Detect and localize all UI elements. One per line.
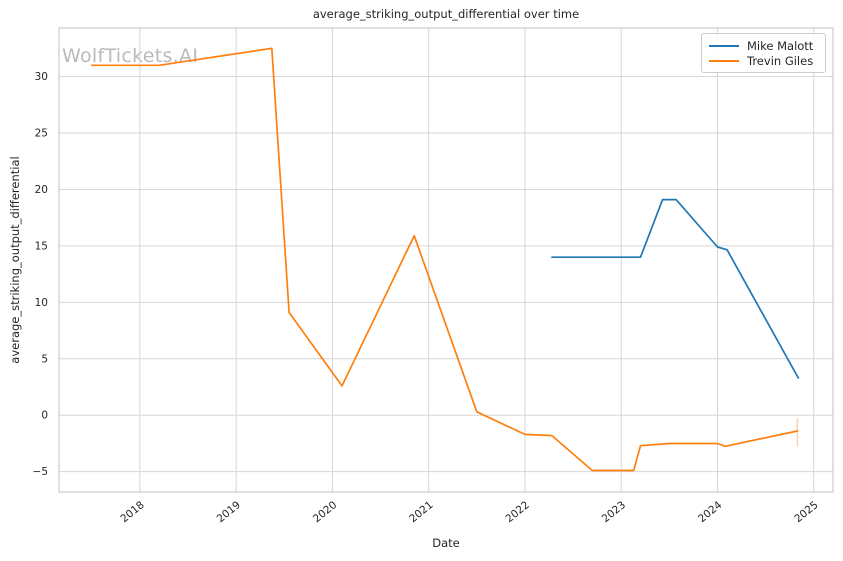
y-tick-label: 15 [35,240,48,252]
y-tick-label: 0 [41,410,48,422]
series-line-mike-malott [551,198,800,379]
legend-item-trevin-giles: Trevin Giles [709,53,818,68]
chart-title: average_striking_output_differential ove… [312,7,580,21]
legend-item-mike-malott: Mike Malott [709,38,818,53]
y-tick-label: 25 [35,127,48,139]
series-line-trevin-giles [90,47,799,472]
x-tick-label: 2019 [215,499,243,525]
x-tick-label: 2018 [118,499,146,525]
legend-line-swatch-blue [709,44,739,47]
legend-label: Trevin Giles [747,53,814,68]
plot-border [58,27,834,493]
x-tick-label: 2021 [407,499,435,525]
watermark-text: WolfTickets.AI [62,45,199,67]
legend-label: Mike Malott [747,38,814,53]
x-tick-label: 2020 [311,499,339,525]
x-tick-label: 2024 [696,499,725,525]
x-axis-label: Date [432,536,460,550]
y-tick-label: −5 [33,466,48,478]
y-tick-label: 20 [35,184,48,196]
x-tick-label: 2023 [600,499,628,525]
x-tick-label: 2022 [503,499,531,525]
x-tick-label: 2025 [792,499,820,525]
legend: Mike Malott Trevin Giles [701,33,826,73]
y-tick-label: 30 [35,71,48,83]
y-tick-label: 10 [35,297,48,309]
y-tick-label: 5 [41,353,48,365]
legend-line-swatch-orange [709,59,739,62]
